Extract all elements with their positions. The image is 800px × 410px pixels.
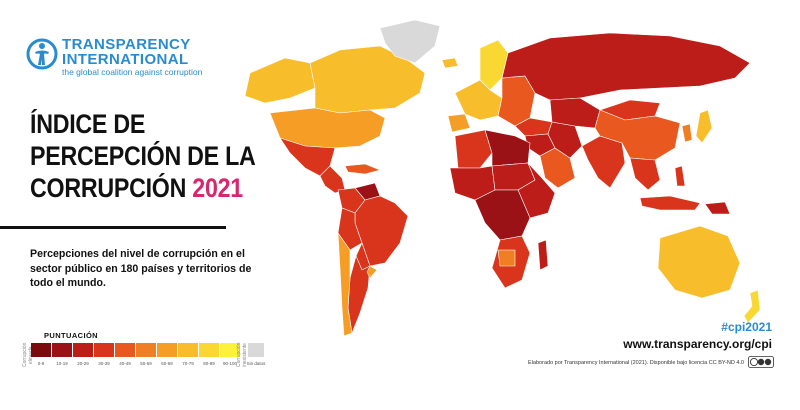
region-indonesia[interactable]: [639, 195, 701, 211]
legend-swatch-4: [115, 343, 135, 357]
legend-scale-labels: 0-9 10-19 20-29 30-39 40-49 50-59 60-69 70-79 80…: [31, 361, 240, 366]
region-east-africa[interactable]: [517, 162, 556, 219]
legend-title: PUNTUACIÓN: [44, 331, 98, 340]
region-southeast-asia[interactable]: [629, 157, 661, 191]
region-uruguay[interactable]: [366, 265, 378, 279]
region-botswana[interactable]: [497, 249, 516, 267]
legend-label-6: 60-69: [161, 361, 173, 366]
region-iberia[interactable]: [447, 113, 471, 133]
region-china[interactable]: [594, 109, 681, 161]
legend-label-9: 90-100: [222, 361, 237, 366]
legend-swatch-5: [136, 343, 156, 357]
legend-label-5: 50-59: [140, 361, 152, 366]
region-caribbean[interactable]: [344, 163, 381, 175]
brand-name: TRANSPARENCY INTERNATIONAL: [62, 36, 191, 68]
hashtag[interactable]: #cpi2021: [721, 320, 772, 334]
world-choropleth-map: [244, 19, 761, 337]
region-japan[interactable]: [695, 109, 713, 144]
legend-no-data-label: Sin datos: [246, 361, 266, 366]
legend-swatch-2: [73, 343, 93, 357]
region-libya[interactable]: [484, 129, 531, 167]
legend-swatch-8: [199, 343, 219, 357]
title-line-3: CORRUPCIÓN 2021: [30, 172, 243, 204]
legend-label-1: 10-19: [56, 361, 68, 366]
region-canada[interactable]: [309, 45, 426, 114]
website-link[interactable]: www.transparency.org/cpi: [623, 337, 772, 351]
transparency-international-logo[interactable]: TRANSPARENCY INTERNATIONAL the global co…: [26, 36, 216, 80]
region-russia[interactable]: [501, 32, 751, 101]
legend-label-7: 70-79: [182, 361, 194, 366]
title-line-3-text: CORRUPCIÓN: [30, 173, 187, 203]
title-year: 2021: [192, 173, 243, 203]
region-central-africa[interactable]: [474, 189, 531, 241]
legend-label-2: 20-29: [77, 361, 89, 366]
region-papua-new-guinea[interactable]: [704, 201, 731, 215]
page-title: ÍNDICE DE PERCEPCIÓN DE LA CORRUPCIÓN 20…: [30, 108, 260, 204]
region-australia[interactable]: [657, 225, 741, 299]
brand-tagline: the global coalition against corruption: [62, 67, 203, 77]
region-south-asia[interactable]: [581, 135, 626, 189]
title-line-2: PERCEPCIÓN DE LA: [30, 141, 256, 171]
legend-label-3: 30-39: [98, 361, 110, 366]
region-new-zealand[interactable]: [743, 289, 761, 324]
legend-swatch-1: [52, 343, 72, 357]
region-madagascar[interactable]: [537, 239, 549, 271]
legend-swatch-7: [178, 343, 198, 357]
region-western-europe[interactable]: [454, 79, 503, 121]
legend-swatch-9: [220, 343, 240, 357]
legend-label-8: 80-89: [203, 361, 215, 366]
region-korea[interactable]: [681, 123, 693, 143]
globe-figure-icon: [26, 38, 58, 70]
legend-no-data-swatch: [248, 343, 264, 357]
creative-commons-badge-icon: [748, 356, 774, 368]
legend-color-scale: [31, 343, 240, 357]
title-line-1: ÍNDICE DE: [30, 109, 146, 139]
region-iceland[interactable]: [441, 57, 459, 69]
title-divider: [0, 226, 226, 229]
license-credit: Elaborado por Transparency International…: [528, 360, 744, 366]
legend-swatch-6: [157, 343, 177, 357]
region-chile[interactable]: [337, 231, 353, 337]
region-north-africa[interactable]: [454, 129, 493, 169]
region-philippines[interactable]: [674, 165, 686, 187]
region-greenland[interactable]: [379, 19, 441, 64]
region-argentina[interactable]: [347, 255, 371, 335]
legend-swatch-0: [31, 343, 51, 357]
legend-label-0: 0-9: [37, 361, 45, 366]
subtitle: Percepciones del nivel de corrupción en …: [30, 248, 252, 289]
region-alaska[interactable]: [244, 57, 316, 104]
legend-label-4: 40-49: [119, 361, 131, 366]
legend-swatch-3: [94, 343, 114, 357]
